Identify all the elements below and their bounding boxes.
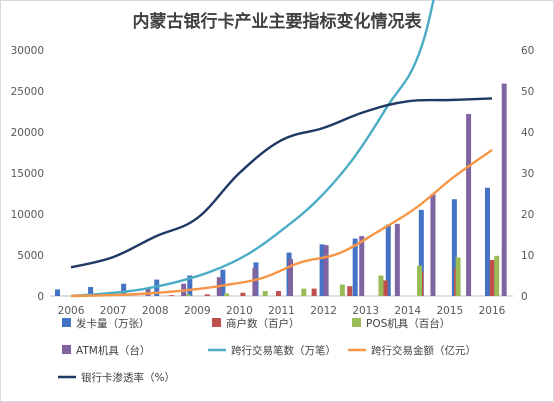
x-tick-label: 2015 <box>436 305 463 317</box>
bar <box>484 187 490 296</box>
bar <box>301 288 307 296</box>
bar <box>494 255 500 296</box>
legend-swatch <box>62 345 71 354</box>
chart-title: 内蒙古银行卡产业主要指标变化情况表 <box>132 12 422 32</box>
x-tick-label: 2010 <box>226 305 253 317</box>
bar <box>288 259 293 296</box>
bar <box>319 244 325 296</box>
bar <box>466 113 472 297</box>
x-tick-label: 2009 <box>184 305 211 317</box>
bar <box>339 284 345 296</box>
bar <box>385 224 391 296</box>
bar <box>252 268 258 296</box>
series-line <box>70 97 493 269</box>
y-left-tick-label: 15000 <box>11 168 44 180</box>
legend-swatch <box>352 318 361 327</box>
x-tick-label: 2006 <box>58 305 85 317</box>
y-right-tick-label: 20 <box>521 209 534 221</box>
y-right-tick-label: 0 <box>521 291 528 303</box>
legend-label: 跨行交易金额（亿元） <box>371 344 476 357</box>
bar <box>352 238 358 296</box>
series-line <box>70 149 493 298</box>
y-left-tick-label: 20000 <box>11 127 44 139</box>
bar <box>220 269 226 296</box>
bar <box>418 209 424 296</box>
bar <box>417 265 423 296</box>
bar <box>240 292 246 296</box>
y-left-tick-label: 25000 <box>11 86 44 98</box>
x-tick-label: 2014 <box>394 305 421 317</box>
y-left-tick-label: 10000 <box>11 209 44 221</box>
bar <box>455 257 461 296</box>
legend-label: 商户数（百户） <box>226 317 300 330</box>
bar <box>187 275 193 296</box>
x-tick-label: 2007 <box>100 305 127 317</box>
bar <box>204 294 210 296</box>
y-right-tick-label: 40 <box>521 127 534 139</box>
legend-swatch <box>212 318 221 327</box>
bar <box>430 194 436 296</box>
bar <box>347 286 353 296</box>
y-right-tick-label: 30 <box>521 168 534 180</box>
legend-swatch <box>62 318 71 327</box>
bar <box>276 291 281 296</box>
y-right-tick-label: 60 <box>521 45 534 57</box>
y-left-tick-label: 5000 <box>17 250 44 262</box>
bar <box>451 199 457 296</box>
y-left-tick-label: 0 <box>37 291 44 303</box>
x-tick-label: 2011 <box>268 305 295 317</box>
legend-label: 跨行交易笔数（万笔） <box>231 344 336 357</box>
bar <box>154 279 160 296</box>
bar <box>262 291 268 296</box>
bar <box>501 83 507 297</box>
bar <box>323 245 329 296</box>
y-right-tick-label: 10 <box>521 250 534 262</box>
x-tick-label: 2012 <box>310 305 337 317</box>
x-tick-label: 2008 <box>142 305 169 317</box>
bar <box>224 293 230 296</box>
legend-label: 发卡量（万张） <box>76 317 150 330</box>
legend-label: POS机具（百台） <box>366 317 450 330</box>
bar <box>169 295 175 296</box>
x-tick-label: 2013 <box>352 305 379 317</box>
bar <box>185 294 191 296</box>
bar <box>489 259 495 296</box>
bar <box>382 280 388 296</box>
bar <box>394 223 400 296</box>
x-tick-label: 2016 <box>479 305 506 317</box>
legend-label: ATM机具（台） <box>76 344 150 357</box>
legend-label: 银行卡渗透率（%） <box>81 371 175 384</box>
bar <box>121 283 127 296</box>
series-line <box>70 0 435 298</box>
bar <box>359 236 365 296</box>
y-right-tick-label: 50 <box>521 86 534 98</box>
bar <box>311 288 317 296</box>
y-left-tick-label: 30000 <box>11 45 44 57</box>
bar <box>88 286 94 296</box>
bar <box>378 275 384 296</box>
bar <box>55 289 61 296</box>
